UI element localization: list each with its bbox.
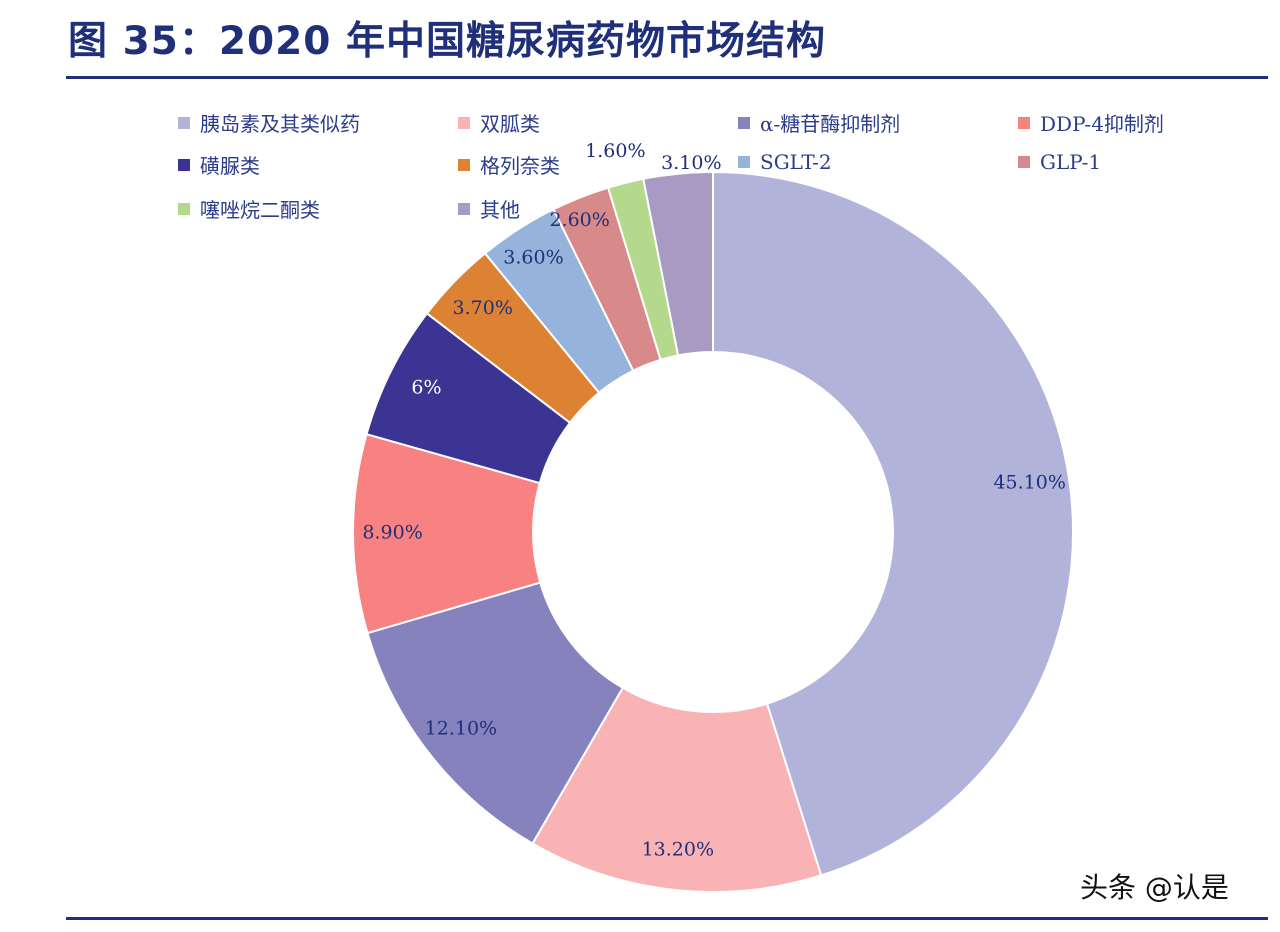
chart-title: 图 35：2020 年中国糖尿病药物市场结构 — [68, 19, 826, 64]
legend-item: 磺脲类 — [178, 150, 260, 179]
legend-swatch — [458, 202, 470, 215]
donut-slice — [531, 686, 823, 893]
legend-swatch — [1018, 156, 1030, 168]
data-label: 3.70% — [453, 297, 513, 319]
legend-swatch — [178, 158, 190, 171]
legend-swatch — [458, 116, 470, 129]
legend-item: 格列奈类 — [458, 150, 560, 179]
legend-item: α-糖苷酶抑制剂 — [738, 108, 900, 137]
legend-label: GLP-1 — [1040, 150, 1102, 174]
legend-item: GLP-1 — [1018, 150, 1101, 174]
data-label: 1.60% — [585, 140, 645, 162]
donut-slice — [366, 581, 625, 845]
legend-label: 其他 — [480, 198, 520, 222]
watermark: 头条 @认是 — [1080, 871, 1229, 904]
data-label: 12.10% — [425, 718, 497, 740]
donut-slice — [642, 170, 714, 357]
legend-label: α-糖苷酶抑制剂 — [760, 112, 901, 136]
legend-item: 噻唑烷二酮类 — [178, 194, 320, 223]
legend-label: SGLT-2 — [760, 150, 832, 174]
legend-item: 胰岛素及其类似药 — [178, 108, 360, 137]
legend-item: 双胍类 — [458, 108, 540, 137]
donut-slice — [712, 170, 1075, 877]
legend-label: 磺脲类 — [200, 154, 260, 178]
data-label: 3.10% — [661, 152, 721, 174]
legend-swatch — [178, 202, 190, 215]
legend-swatch — [1018, 116, 1030, 129]
data-label: 2.60% — [549, 209, 609, 231]
legend-swatch — [738, 116, 750, 129]
legend-item: DDP-4抑制剂 — [1018, 108, 1164, 137]
data-label: 45.10% — [993, 471, 1065, 493]
legend-label: DDP-4抑制剂 — [1040, 112, 1164, 136]
legend-label: 胰岛素及其类似药 — [200, 112, 360, 136]
legend-item: SGLT-2 — [738, 150, 832, 174]
legend-item: 其他 — [458, 194, 520, 223]
bottom-rule — [66, 917, 1268, 920]
legend-swatch — [458, 158, 470, 171]
data-label: 13.20% — [642, 838, 714, 860]
legend-label: 噻唑烷二酮类 — [200, 198, 320, 222]
legend-swatch — [738, 156, 750, 168]
legend-label: 双胍类 — [480, 112, 540, 136]
top-rule — [66, 76, 1268, 79]
legend-swatch — [178, 116, 190, 129]
data-label: 8.90% — [362, 522, 422, 544]
data-label: 3.60% — [503, 247, 563, 269]
chart-legend: 胰岛素及其类似药 双胍类 α-糖苷酶抑制剂 DDP-4抑制剂磺脲类 格列奈类 SGLT-2… — [178, 108, 1238, 228]
data-label: 6% — [411, 377, 441, 399]
legend-label: 格列奈类 — [480, 154, 560, 178]
